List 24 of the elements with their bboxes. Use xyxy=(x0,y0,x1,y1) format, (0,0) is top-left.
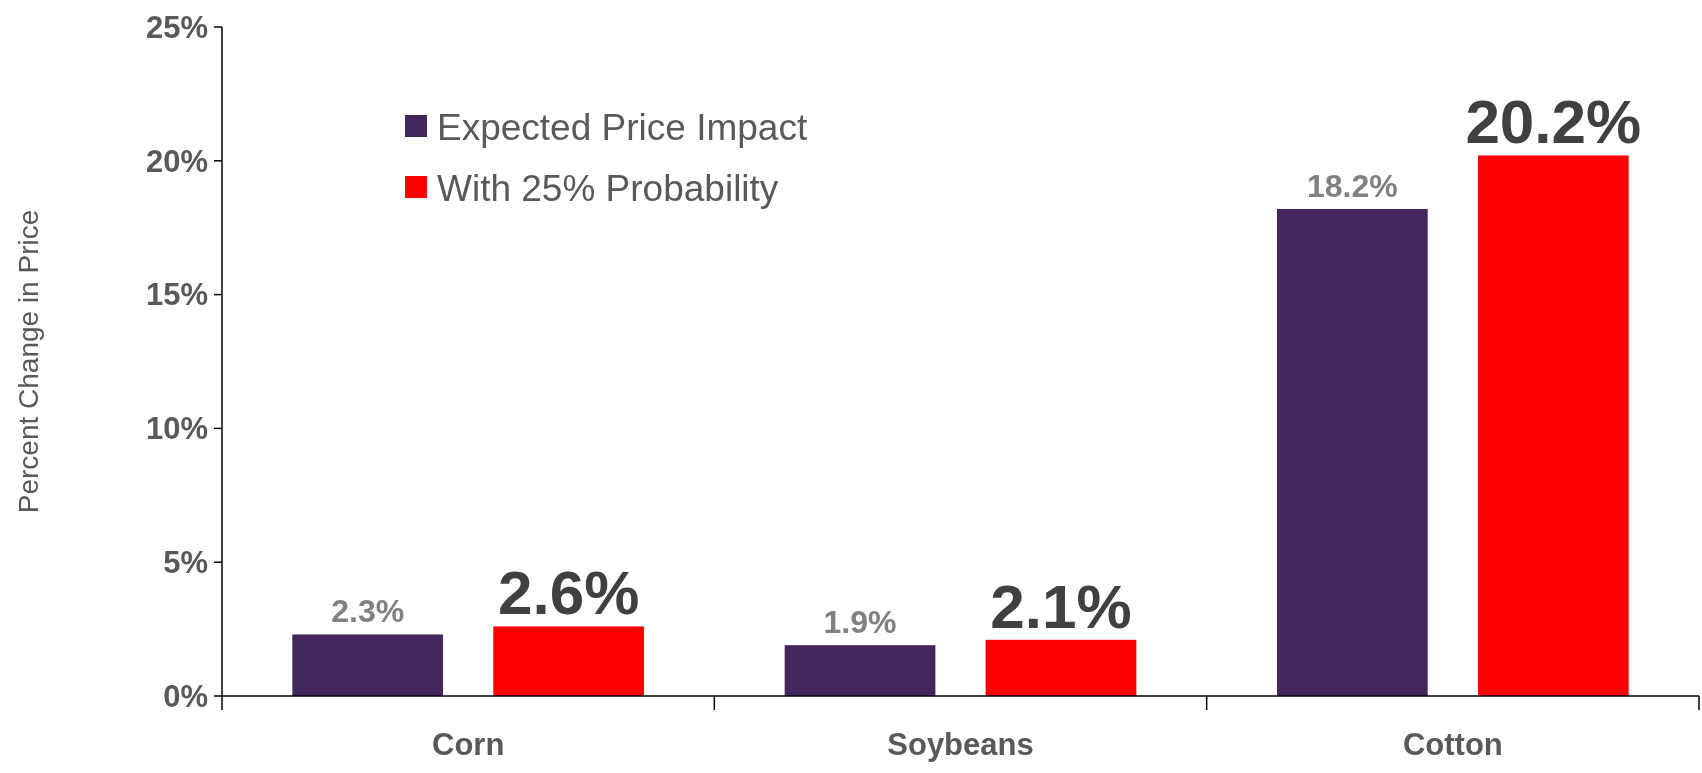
data-label: 2.6% xyxy=(497,558,640,628)
data-label: 20.2% xyxy=(1465,87,1642,157)
bar xyxy=(1477,155,1629,696)
bar xyxy=(493,626,644,696)
bar xyxy=(985,639,1137,696)
bar xyxy=(1277,208,1428,696)
y-tick-label: 0% xyxy=(163,678,208,714)
y-tick-label: 20% xyxy=(145,143,208,179)
bar xyxy=(784,645,936,696)
y-tick-label: 25% xyxy=(145,9,208,45)
bar xyxy=(292,634,444,696)
x-tick-label: Soybeans xyxy=(887,727,1034,762)
data-label: 18.2% xyxy=(1306,167,1398,204)
data-label: 2.1% xyxy=(990,571,1132,641)
legend-label: Expected Price Impact xyxy=(437,106,808,148)
y-tick-label: 15% xyxy=(145,277,208,313)
y-axis-title: Percent Change in Price xyxy=(13,209,44,514)
x-tick-label: Cotton xyxy=(1402,727,1503,762)
data-label: 2.3% xyxy=(331,593,405,630)
x-tick-label: Corn xyxy=(432,727,505,762)
y-tick-label: 10% xyxy=(145,411,208,447)
data-label: 1.9% xyxy=(823,604,897,641)
y-tick-label: 5% xyxy=(163,545,208,581)
legend-label: With 25% Probability xyxy=(437,167,779,209)
